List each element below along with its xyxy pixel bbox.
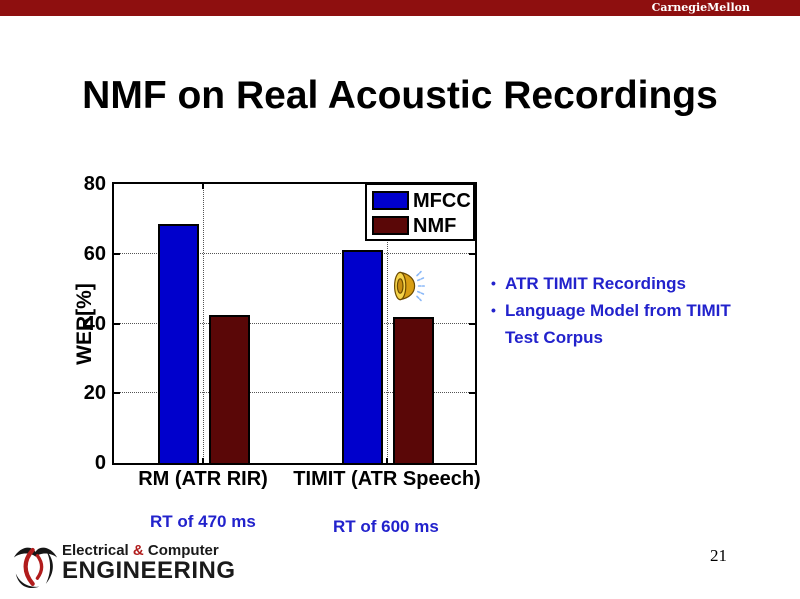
logo-word-electrical: Electrical [62, 542, 129, 559]
bar-mfcc-0 [158, 224, 199, 463]
x-tick-mark [386, 458, 388, 463]
logo-word-computer: Computer [147, 542, 219, 559]
y-tick-mark [469, 392, 475, 395]
page-number: 21 [710, 546, 727, 565]
speaker-icon[interactable] [393, 267, 425, 310]
carnegie-mellon-logo: CarnegieMellon [651, 1, 750, 14]
logo-ampersand: & [132, 542, 144, 559]
x-tick-mark [202, 184, 204, 189]
header-bar: CarnegieMellon [0, 0, 800, 16]
y-tick-label: 0 [94, 452, 106, 474]
legend-swatch-nmf [372, 216, 409, 235]
legend-swatch-mfcc [372, 191, 409, 210]
logo-word-engineering: ENGINEERING [62, 557, 236, 584]
rt-label-timit: RT of 600 ms [333, 517, 439, 536]
bar-nmf-1 [393, 317, 434, 463]
y-tick-mark [469, 252, 475, 255]
ece-logo-icon [12, 541, 59, 596]
gridline-vertical [203, 184, 204, 463]
ece-logo: Electrical & Computer ENGINEERING [12, 540, 235, 592]
x-category-label: TIMIT (ATR Speech) [293, 468, 481, 490]
ece-logo-text: Electrical & Computer ENGINEERING [62, 543, 236, 583]
bullet-item: ATR TIMIT Recordings [491, 270, 759, 297]
gridline-horizontal [114, 322, 475, 324]
y-tick-label: 80 [83, 173, 106, 195]
y-tick-mark [469, 322, 475, 325]
y-tick-mark [114, 322, 120, 325]
legend-row: NMF [372, 213, 473, 238]
y-tick-mark [114, 252, 120, 255]
y-tick-mark [114, 392, 120, 395]
gridline-horizontal [114, 252, 475, 254]
x-category-label: RM (ATR RIR) [138, 468, 268, 490]
legend-label: MFCC [413, 189, 471, 212]
legend-label: NMF [413, 214, 457, 237]
rt-label-rm: RT of 470 ms [150, 512, 256, 531]
page-title: NMF on Real Acoustic Recordings [82, 74, 718, 117]
y-tick-label: 40 [83, 312, 106, 335]
legend-row: MFCC [372, 188, 473, 213]
y-tick-label: 60 [83, 242, 106, 265]
chart-legend: MFCC NMF [365, 183, 475, 241]
gridline-vertical [387, 184, 388, 463]
bullet-item: Language Model from TIMIT Test Corpus [491, 297, 759, 351]
bullet-list: ATR TIMIT Recordings Language Model from… [491, 270, 759, 351]
x-tick-mark [202, 458, 204, 463]
gridline-horizontal [114, 392, 475, 394]
bar-nmf-0 [209, 315, 250, 463]
y-tick-label: 20 [83, 382, 106, 405]
bar-mfcc-1 [342, 250, 383, 463]
